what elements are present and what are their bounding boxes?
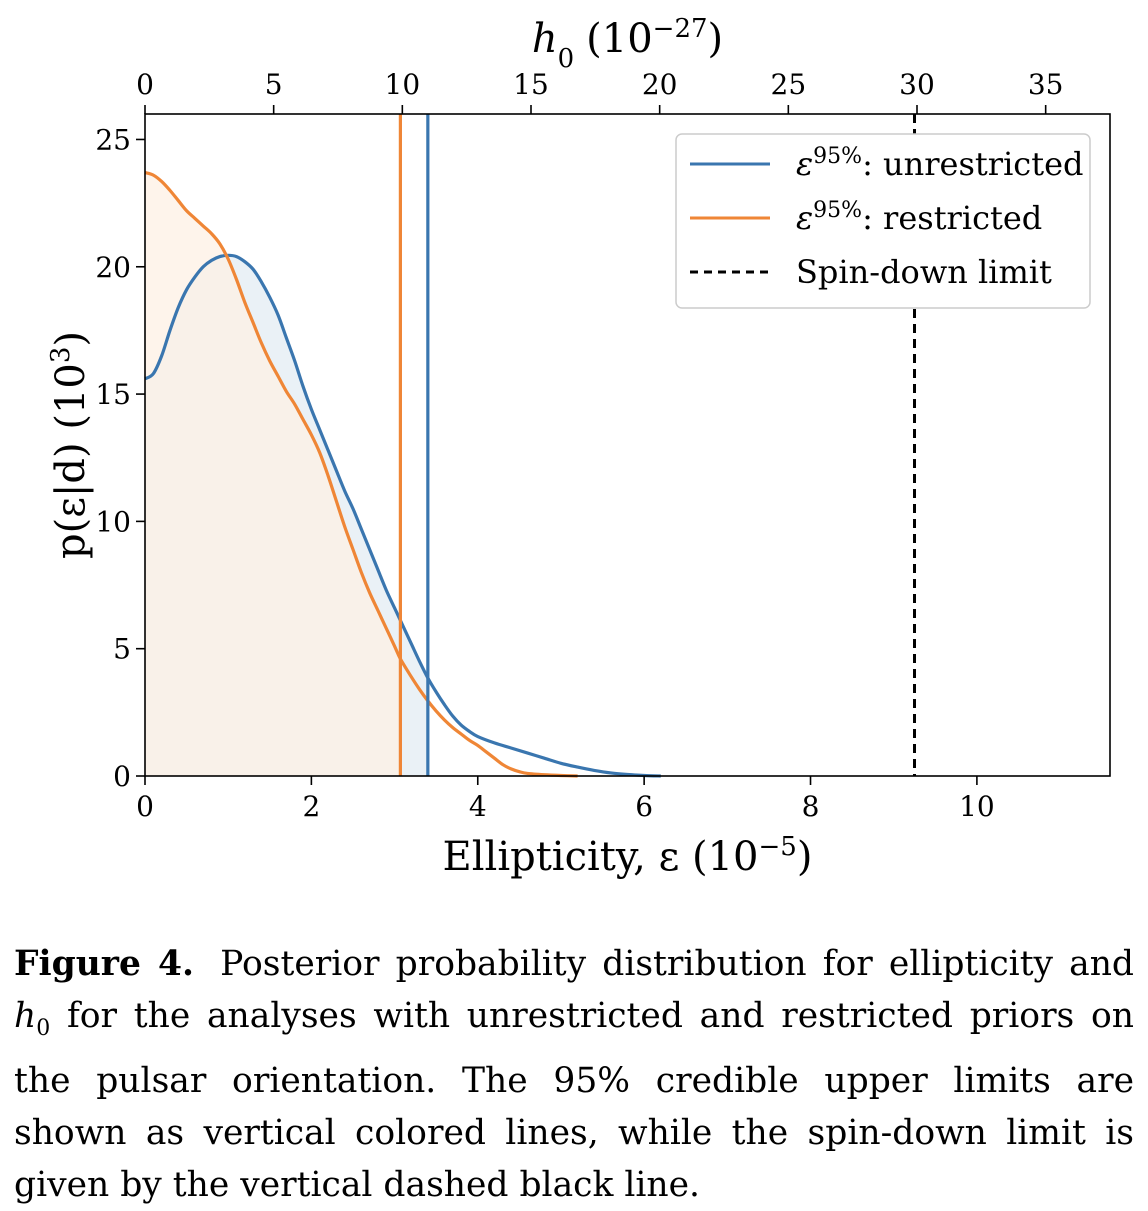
chart-svg: 0 2 4 6 8 10 0 5 10 15 20 25 30 35 0 5 10 15 20 25 Elliptic… xyxy=(46,14,1111,880)
top-x-tick-label: 25 xyxy=(771,68,807,101)
caption-figure-label: Figure 4. xyxy=(14,944,195,984)
x-tick-label: 2 xyxy=(302,790,320,823)
top-x-tick-label: 20 xyxy=(642,68,678,101)
x-tick-label: 8 xyxy=(802,790,820,823)
y-tick-label: 15 xyxy=(95,378,131,411)
curve-restricted xyxy=(144,171,578,778)
legend-label-restricted: ε95%: restricted xyxy=(796,198,1042,238)
caption-text-2: for the analyses with unrestricted and r… xyxy=(14,996,1134,1205)
top-axis-title: h0 (10−27) xyxy=(532,14,723,74)
figure-caption: Figure 4. Posterior probability distribu… xyxy=(14,938,1134,1211)
area-fills xyxy=(145,172,428,776)
legend-label-spin-down: Spin-down limit xyxy=(796,253,1052,291)
y-tick-label: 0 xyxy=(113,760,131,793)
top-x-tick-label: 15 xyxy=(513,68,549,101)
chart-legend: ε95%: unrestricted ε95%: restricted Spin… xyxy=(675,133,1091,309)
figure-chart: 0 2 4 6 8 10 0 5 10 15 20 25 30 35 0 5 10 15 20 25 Elliptic… xyxy=(46,14,1111,880)
y-tick-label: 10 xyxy=(95,505,131,538)
top-x-tick-label: 30 xyxy=(899,68,935,101)
y-tick-label: 5 xyxy=(113,633,131,666)
plot-frame xyxy=(144,113,1111,777)
top-x-tick-label: 35 xyxy=(1028,68,1064,101)
curve-unrestricted xyxy=(144,253,661,778)
caption-text-1: Posterior probability distribution for e… xyxy=(220,944,1134,984)
top-x-tick-label: 0 xyxy=(136,68,154,101)
y-axis-title: p(ε|d) (103) xyxy=(46,331,94,559)
density-curves xyxy=(144,171,661,778)
caption-h-symbol: h xyxy=(14,996,37,1036)
x-tick-label: 6 xyxy=(635,790,653,823)
legend-box xyxy=(675,133,1091,309)
caption-h-subscript: 0 xyxy=(36,1015,51,1041)
x-tick-label: 0 xyxy=(136,790,154,823)
x-tick-label: 10 xyxy=(959,790,995,823)
x-tick-label: 4 xyxy=(469,790,487,823)
top-x-tick-label: 5 xyxy=(265,68,283,101)
area-fill-restricted xyxy=(145,172,401,776)
top-x-tick-label: 10 xyxy=(385,68,421,101)
y-tick-label: 25 xyxy=(95,123,131,156)
legend-label-unrestricted: ε95%: unrestricted xyxy=(796,144,1084,184)
x-axis-title: Ellipticity, ε (10−5) xyxy=(443,832,813,880)
axis-ticks: 0 2 4 6 8 10 0 5 10 15 20 25 30 35 0 5 10 15 20 25 xyxy=(95,68,1063,823)
y-tick-label: 20 xyxy=(95,251,131,284)
